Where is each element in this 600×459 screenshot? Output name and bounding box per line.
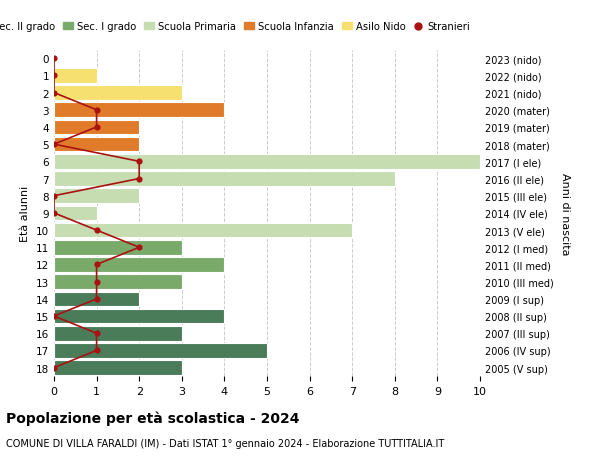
Bar xyxy=(54,172,395,186)
Y-axis label: Età alunni: Età alunni xyxy=(20,185,31,241)
Bar xyxy=(54,360,182,375)
Point xyxy=(49,210,59,217)
Bar xyxy=(54,309,224,324)
Bar xyxy=(54,343,267,358)
Bar xyxy=(54,275,182,289)
Bar xyxy=(54,326,182,341)
Point xyxy=(49,141,59,149)
Bar xyxy=(54,155,480,169)
Point xyxy=(92,227,101,234)
Point xyxy=(92,278,101,285)
Point xyxy=(49,313,59,320)
Point xyxy=(92,347,101,354)
Point xyxy=(49,56,59,63)
Bar xyxy=(54,69,97,84)
Point xyxy=(134,244,144,252)
Point xyxy=(92,107,101,114)
Point xyxy=(49,364,59,371)
Point xyxy=(92,330,101,337)
Bar xyxy=(54,292,139,307)
Bar xyxy=(54,103,224,118)
Point xyxy=(92,124,101,131)
Text: Popolazione per età scolastica - 2024: Popolazione per età scolastica - 2024 xyxy=(6,411,299,425)
Bar xyxy=(54,257,224,272)
Bar xyxy=(54,86,182,101)
Bar xyxy=(54,223,352,238)
Bar xyxy=(54,120,139,135)
Text: COMUNE DI VILLA FARALDI (IM) - Dati ISTAT 1° gennaio 2024 - Elaborazione TUTTITA: COMUNE DI VILLA FARALDI (IM) - Dati ISTA… xyxy=(6,438,444,448)
Point xyxy=(49,73,59,80)
Point xyxy=(49,90,59,97)
Point xyxy=(92,296,101,303)
Bar xyxy=(54,241,182,255)
Point xyxy=(134,175,144,183)
Bar xyxy=(54,189,139,204)
Legend: Sec. II grado, Sec. I grado, Scuola Primaria, Scuola Infanzia, Asilo Nido, Stran: Sec. II grado, Sec. I grado, Scuola Prim… xyxy=(0,18,474,36)
Point xyxy=(92,261,101,269)
Point xyxy=(134,158,144,166)
Bar xyxy=(54,206,97,221)
Y-axis label: Anni di nascita: Anni di nascita xyxy=(560,172,570,255)
Point xyxy=(49,193,59,200)
Bar xyxy=(54,138,139,152)
